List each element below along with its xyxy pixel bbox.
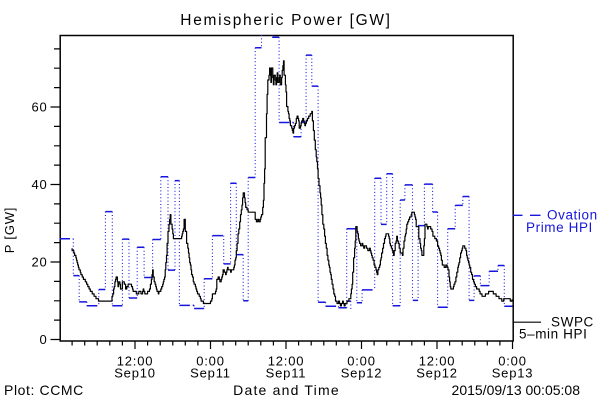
svg-text:0: 0 — [39, 332, 47, 347]
svg-text:SWPC: SWPC — [551, 315, 594, 330]
svg-text:0:00: 0:00 — [196, 354, 225, 369]
svg-text:2015/09/13 00:05:08: 2015/09/13 00:05:08 — [452, 382, 581, 398]
svg-text:12:00: 12:00 — [268, 354, 305, 369]
svg-text:Prime HPI: Prime HPI — [526, 220, 593, 235]
svg-text:Ovation: Ovation — [547, 208, 598, 223]
svg-text:40: 40 — [31, 177, 47, 192]
svg-text:Sep12: Sep12 — [341, 366, 383, 381]
svg-text:Hemispheric Power [GW]: Hemispheric Power [GW] — [180, 12, 391, 29]
svg-text:60: 60 — [31, 100, 47, 115]
svg-text:12:00: 12:00 — [419, 354, 456, 369]
svg-text:Sep13: Sep13 — [492, 366, 534, 381]
svg-text:0:00: 0:00 — [347, 354, 376, 369]
svg-text:Plot: CCMC: Plot: CCMC — [4, 382, 84, 398]
svg-text:Date and Time: Date and Time — [233, 382, 340, 398]
svg-text:Sep11: Sep11 — [266, 366, 307, 381]
svg-text:0:00: 0:00 — [498, 354, 527, 369]
svg-text:Sep12: Sep12 — [416, 366, 458, 381]
svg-text:Sep10: Sep10 — [114, 366, 156, 381]
svg-text:20: 20 — [31, 255, 47, 270]
svg-text:P [GW]: P [GW] — [2, 207, 17, 253]
svg-text:12:00: 12:00 — [117, 354, 154, 369]
svg-text:5–min HPI: 5–min HPI — [519, 327, 587, 342]
svg-text:Sep11: Sep11 — [190, 366, 231, 381]
